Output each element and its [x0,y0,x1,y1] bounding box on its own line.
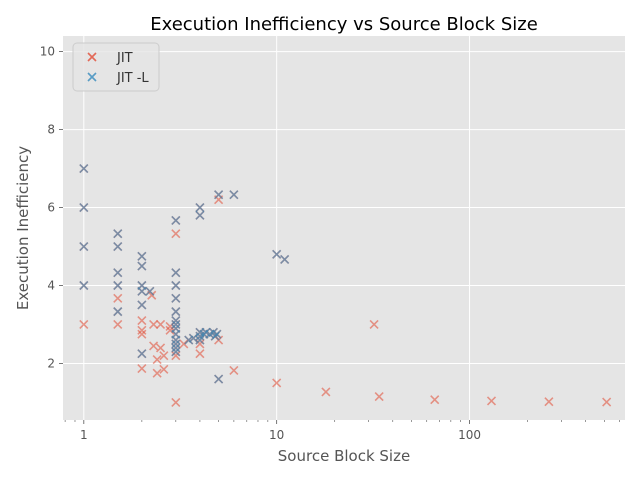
data-point [195,202,205,213]
series-jit-l [79,163,290,384]
data-point [171,280,181,291]
data-point [171,339,181,349]
data-point [272,249,282,259]
data-point [113,268,123,278]
axis-ticks: 1 10 100 2 4 6 8 10 [40,45,620,442]
y-tick-label: 4 [47,279,55,293]
data-point [171,229,181,239]
data-point [159,364,169,374]
x-tick-label: 10 [269,428,284,442]
data-point [486,396,497,406]
data-point [113,293,123,303]
y-tick-label: 2 [47,356,55,370]
data-point [137,300,147,310]
data-point [171,347,181,357]
data-point [79,280,89,291]
y-axis-label: Execution Inefficiency [14,146,32,310]
data-point [113,241,123,252]
data-point [113,307,123,317]
x-axis-label: Source Block Size [278,447,410,465]
data-point [79,202,89,213]
data-point [195,335,205,345]
data-point [430,395,440,405]
data-point [113,280,123,291]
data-point [195,210,205,220]
data-point [149,341,159,351]
data-point [171,215,181,225]
data-point [137,286,147,296]
data-point [137,363,147,374]
data-point [171,335,181,345]
legend-marker-jit [87,52,97,62]
data-point [113,229,123,239]
data-point [171,397,181,408]
legend: JIT JIT -L [72,42,160,92]
data-point [137,316,147,326]
data-point [195,349,205,359]
data-point [374,392,384,402]
y-tick-label: 6 [47,201,55,215]
data-point [280,254,290,264]
plot-area [63,36,625,420]
data-point [229,190,239,200]
data-point [137,325,147,335]
data-point [79,319,89,330]
data-point [137,261,147,271]
data-point [79,163,89,174]
legend-label-jit: JIT [116,51,133,66]
data-point [171,293,181,303]
data-point [149,319,159,330]
legend-marker-x [87,52,97,62]
data-point [171,343,181,353]
data-points [79,163,612,408]
data-point [272,378,282,388]
data-point [171,268,181,278]
data-point [155,343,166,353]
data-point [602,397,612,407]
data-point [171,351,181,361]
data-point [152,355,162,365]
chart-title: Execution Inefficiency vs Source Block S… [150,14,538,35]
y-tick-label: 10 [40,45,55,59]
legend-marker-x [87,72,97,82]
data-point [145,286,155,296]
data-point [321,387,331,397]
data-point [171,316,181,326]
data-point [229,365,239,376]
data-point [137,349,147,359]
data-point [544,397,554,407]
data-point [113,319,123,330]
y-tick-label: 8 [47,123,55,137]
x-tick-label: 1 [80,428,88,442]
data-point [171,307,181,317]
data-point [214,374,224,384]
data-point [137,251,147,261]
data-point [79,241,89,252]
legend-label-jit-l: JIT -L [116,71,149,86]
data-point [137,329,147,339]
legend-marker-jit-l [87,72,97,82]
data-point [152,368,162,378]
data-point [159,351,169,361]
data-point [369,319,379,330]
x-tick-label: 100 [458,428,481,442]
data-point [214,190,224,200]
data-point [171,319,181,330]
data-point [212,329,222,339]
data-point [184,335,194,345]
data-point [155,319,166,330]
